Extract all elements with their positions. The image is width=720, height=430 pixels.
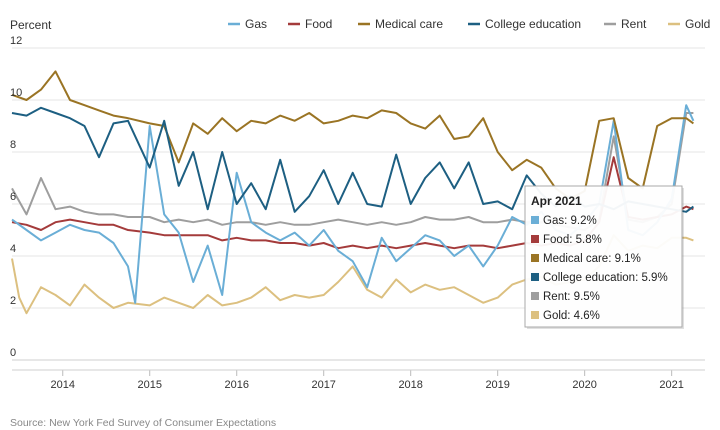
tooltip-swatch: [531, 216, 539, 224]
axes: Percent 0 2 4 6 8 10 12 2014 2015 2016 2017 2018 201…: [10, 18, 705, 391]
tooltip-swatch: [531, 311, 539, 319]
tooltip-swatch: [531, 235, 539, 243]
legend-label[interactable]: Medical care: [375, 17, 443, 31]
tooltip: Apr 2021 Gas: 9.2% Food: 5.8% Medical care:…: [524, 185, 684, 329]
tooltip-item: Rent: 9.5%: [543, 291, 600, 303]
x-tick-label: 2017: [311, 379, 335, 391]
legend-label[interactable]: College education: [485, 17, 581, 31]
legend-label[interactable]: Gold: [685, 17, 710, 31]
grid-lines: [12, 47, 705, 361]
tooltip-swatch: [531, 292, 539, 300]
x-tick-label: 2016: [224, 379, 248, 391]
tooltip-swatch: [531, 273, 539, 281]
legend-label[interactable]: Gas: [245, 17, 267, 31]
legend-label[interactable]: Rent: [621, 17, 647, 31]
y-axis-title: Percent: [10, 18, 52, 32]
tooltip-item: College education: 5.9%: [543, 272, 668, 284]
series-line-medical-care: [11, 70, 694, 200]
tooltip-title: Apr 2021: [531, 194, 582, 208]
y-tick-label: 0: [10, 347, 16, 359]
tooltip-item: Gold: 4.6%: [543, 310, 600, 322]
x-tick-label: 2020: [572, 379, 596, 391]
y-tick-label: 8: [10, 139, 16, 151]
x-tick-label: 2021: [659, 379, 683, 391]
y-tick-label: 2: [10, 295, 16, 307]
x-tick-label: 2018: [398, 379, 422, 391]
tooltip-item: Medical care: 9.1%: [543, 253, 641, 265]
x-tick-label: 2015: [137, 379, 161, 391]
y-tick-label: 6: [10, 191, 16, 203]
tooltip-swatch: [531, 254, 539, 262]
y-tick-label: 12: [10, 35, 22, 47]
y-tick-label: 4: [10, 243, 16, 255]
tooltip-item: Food: 5.8%: [543, 234, 602, 246]
source-note: Source: New York Fed Survey of Consumer …: [10, 417, 276, 429]
legend-label[interactable]: Food: [305, 17, 332, 31]
x-tick-label: 2014: [51, 379, 75, 391]
x-tick-label: 2019: [485, 379, 509, 391]
legend: Gas Food Medical care College education Rent…: [228, 17, 710, 31]
y-tick-label: 10: [10, 87, 22, 99]
tooltip-box: [524, 185, 683, 328]
tooltip-item: Gas: 9.2%: [543, 215, 597, 227]
